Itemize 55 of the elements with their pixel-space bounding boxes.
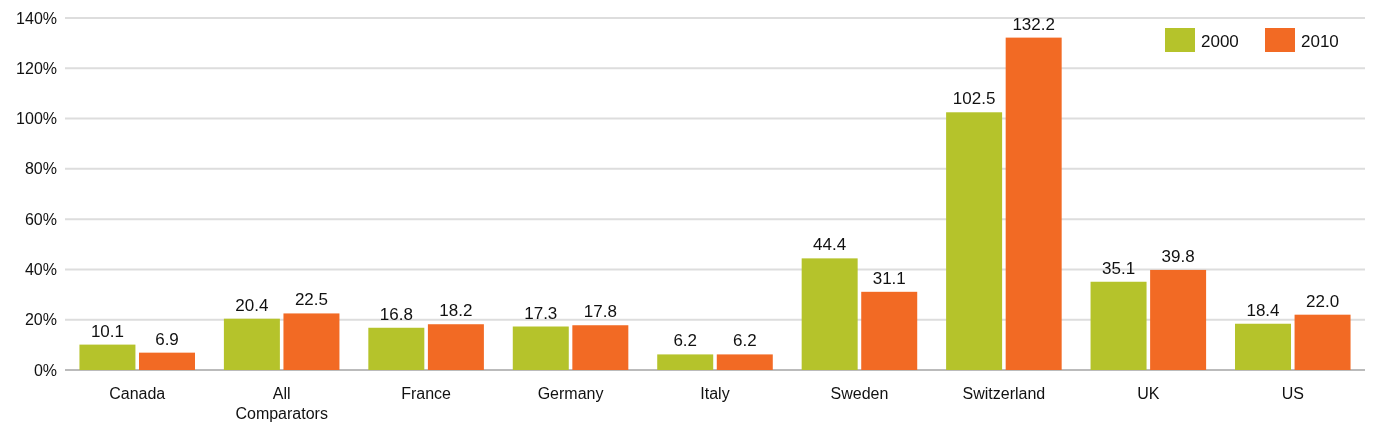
data-label: 35.1	[1102, 258, 1136, 278]
data-label: 22.5	[294, 290, 328, 310]
data-label: 6.2	[673, 331, 698, 351]
bar	[1150, 269, 1207, 370]
data-label: 17.8	[583, 302, 617, 322]
data-label: 102.5	[952, 89, 996, 109]
x-tick-label: Italy	[700, 385, 730, 402]
y-tick-label: 40%	[24, 261, 57, 279]
y-tick-label: 20%	[24, 311, 57, 329]
data-label: 10.1	[90, 321, 124, 341]
bar	[861, 291, 918, 370]
bar	[572, 325, 629, 370]
bar	[1294, 314, 1351, 370]
bar	[1235, 323, 1291, 370]
bar	[946, 112, 1003, 370]
bar	[283, 313, 340, 370]
y-tick-label: 120%	[16, 59, 57, 77]
bar	[512, 326, 569, 370]
data-label: 39.8	[1161, 246, 1195, 266]
bar	[801, 258, 858, 370]
data-label: 16.8	[379, 304, 413, 324]
legend-label: 2000	[1201, 32, 1239, 51]
y-tick-label: 60%	[24, 210, 57, 228]
data-label: 132.2	[1012, 14, 1055, 34]
legend-label: 2010	[1301, 32, 1339, 51]
bar	[657, 354, 714, 370]
x-tick-label: UK	[1137, 385, 1160, 402]
data-label: 20.4	[235, 295, 269, 315]
data-label: 22.0	[1306, 291, 1340, 311]
y-tick-label: 140%	[16, 9, 57, 27]
x-tick-label: Sweden	[830, 385, 889, 402]
data-label: 6.2	[732, 331, 757, 351]
y-tick-label: 100%	[16, 110, 57, 128]
bar	[427, 324, 484, 370]
y-tick-label: 0%	[33, 361, 57, 379]
x-tick-label: Switzerland	[962, 385, 1046, 402]
y-tick-label: 80%	[24, 160, 57, 178]
x-tick-label: Germany	[537, 385, 604, 402]
x-tick-label: All Comparators	[235, 385, 328, 422]
bar	[79, 344, 136, 370]
x-tick-label: Canada	[109, 385, 166, 402]
data-label: 44.4	[813, 235, 847, 255]
data-label: 31.1	[872, 268, 906, 288]
bar	[1005, 37, 1062, 370]
bar	[223, 318, 280, 370]
data-label: 18.4	[1246, 300, 1280, 320]
bar	[368, 327, 425, 370]
bar	[1090, 281, 1147, 370]
bar	[716, 354, 773, 370]
data-label: 17.3	[524, 303, 558, 323]
x-tick-label: US	[1281, 385, 1304, 402]
x-tick-label: France	[401, 385, 452, 402]
bar	[139, 352, 195, 370]
data-label: 6.9	[155, 329, 179, 349]
data-label: 18.2	[439, 301, 473, 321]
